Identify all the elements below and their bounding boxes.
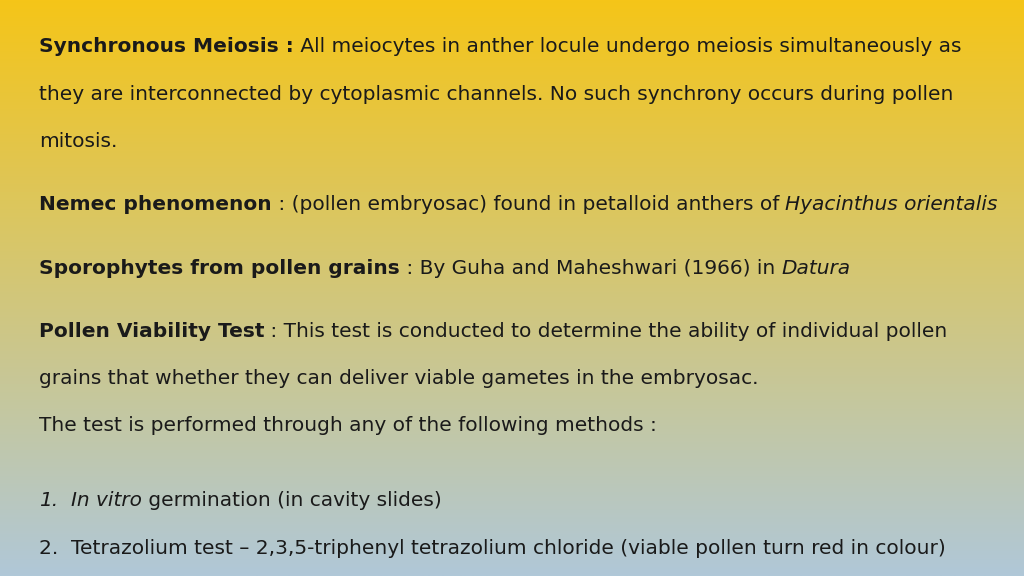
Text: 2.  Tetrazolium test – 2,3,5-triphenyl tetrazolium chloride (viable pollen turn : 2. Tetrazolium test – 2,3,5-triphenyl te… <box>39 539 945 558</box>
Text: grains that whether they can deliver viable gametes in the embryosac.: grains that whether they can deliver via… <box>39 369 759 388</box>
Text: 1.: 1. <box>39 491 58 510</box>
Text: : By Guha and Maheshwari (1966) in: : By Guha and Maheshwari (1966) in <box>399 259 781 278</box>
Text: The test is performed through any of the following methods :: The test is performed through any of the… <box>39 416 656 435</box>
Text: they are interconnected by cytoplasmic channels. No such synchrony occurs during: they are interconnected by cytoplasmic c… <box>39 85 953 104</box>
Text: : This test is conducted to determine the ability of individual pollen: : This test is conducted to determine th… <box>264 322 947 341</box>
Text: Datura: Datura <box>781 259 850 278</box>
Text: Pollen Viability Test: Pollen Viability Test <box>39 322 264 341</box>
Text: In vitro: In vitro <box>71 491 141 510</box>
Text: Nemec phenomenon: Nemec phenomenon <box>39 195 271 214</box>
Text: : (pollen embryosac) found in petalloid anthers of: : (pollen embryosac) found in petalloid … <box>271 195 785 214</box>
Text: Hyacinthus orientalis: Hyacinthus orientalis <box>785 195 997 214</box>
Text: mitosis.: mitosis. <box>39 132 118 151</box>
Text: All meiocytes in anther locule undergo meiosis simultaneously as: All meiocytes in anther locule undergo m… <box>294 37 962 56</box>
Text: germination (in cavity slides): germination (in cavity slides) <box>141 491 441 510</box>
Text: Synchronous Meiosis :: Synchronous Meiosis : <box>39 37 294 56</box>
Text: Sporophytes from pollen grains: Sporophytes from pollen grains <box>39 259 399 278</box>
